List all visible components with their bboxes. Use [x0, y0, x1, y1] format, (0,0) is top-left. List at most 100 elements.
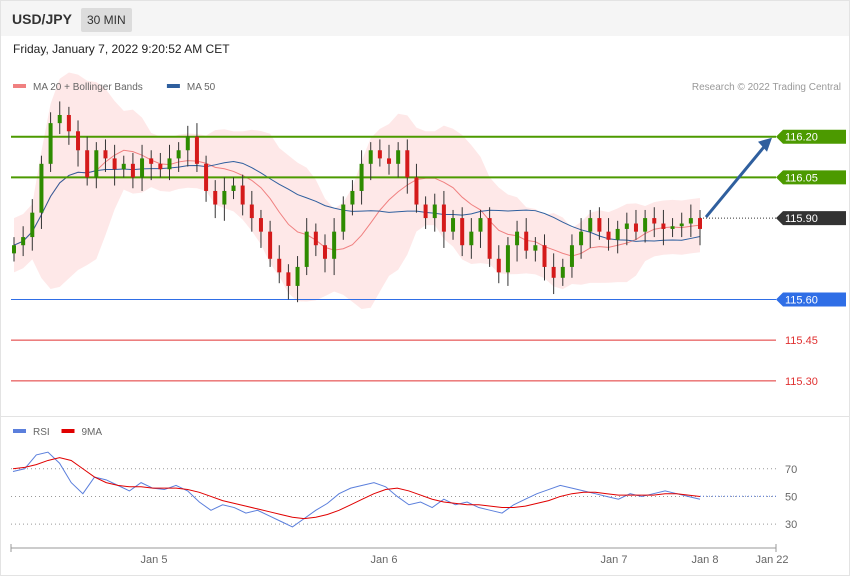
candle	[231, 177, 236, 200]
candle-body	[377, 150, 382, 159]
level-label: 115.30	[785, 376, 818, 388]
candle-body	[652, 218, 657, 224]
candle	[249, 190, 254, 232]
timeframe-button[interactable]: 30 MIN	[81, 8, 132, 32]
candle	[579, 218, 584, 259]
candle-body	[551, 266, 556, 278]
candle	[643, 209, 648, 243]
candle	[551, 253, 556, 295]
chart-header: USD/JPY 30 MIN	[1, 1, 849, 36]
level-label: 115.60	[785, 294, 818, 306]
candle-body	[258, 218, 263, 232]
candle	[158, 152, 163, 178]
candle	[405, 139, 410, 194]
candle-body	[140, 158, 145, 178]
candle-body	[679, 223, 684, 227]
candle-body	[496, 258, 501, 273]
level-tag	[776, 129, 846, 144]
candle	[85, 136, 90, 186]
candle	[533, 237, 538, 262]
x-tick-label: Jan 6	[371, 554, 398, 566]
candle-body	[21, 237, 26, 246]
candle-body	[368, 150, 373, 164]
candle-body	[130, 163, 135, 178]
candle	[451, 209, 456, 240]
candle	[222, 177, 227, 221]
candle-body	[167, 158, 172, 170]
x-axis: Jan 5 Jan 6 Jan 7 Jan 8 Jan 22	[10, 544, 789, 566]
candle	[432, 193, 437, 232]
candle-body	[569, 245, 574, 267]
candle	[350, 180, 355, 216]
candle	[515, 220, 520, 262]
candle-body	[204, 163, 209, 191]
ma20-line	[13, 149, 701, 257]
candle	[112, 144, 117, 186]
candle	[505, 237, 510, 286]
legend-swatch	[13, 429, 26, 433]
candle	[140, 144, 145, 191]
panel-separator	[1, 416, 849, 417]
candle	[286, 264, 291, 300]
candle-body	[533, 245, 538, 251]
candle	[39, 155, 44, 229]
candle	[213, 180, 218, 219]
candle-body	[57, 114, 62, 124]
candle-body	[286, 272, 291, 286]
candle-body	[94, 150, 99, 178]
candle-body	[103, 150, 108, 159]
price-legend: MA 20 + Bollinger Bands MA 50	[13, 82, 216, 93]
rsi-ma-line	[12, 457, 701, 520]
candle-body	[643, 218, 648, 232]
rsi-tick-label: 50	[785, 491, 797, 503]
candle	[167, 144, 172, 181]
candle	[661, 209, 666, 246]
candle	[460, 207, 465, 257]
candle	[387, 144, 392, 175]
candle-body	[231, 185, 236, 191]
candle	[377, 139, 382, 167]
candle-body	[505, 245, 510, 273]
candle-body	[615, 228, 620, 240]
candle	[48, 112, 53, 172]
current-price-label: 115.90	[785, 213, 818, 225]
rsi-tick-label: 30	[785, 519, 797, 531]
candle	[496, 245, 501, 284]
candle	[30, 199, 35, 251]
candle-body	[194, 136, 199, 164]
candle	[679, 212, 684, 238]
candle-body	[688, 218, 693, 224]
datetime-label: Friday, January 7, 2022 9:20:52 AM CET	[13, 42, 230, 56]
ma50-line	[13, 160, 701, 246]
candle-body	[432, 204, 437, 219]
candle	[597, 207, 602, 240]
candle-body	[515, 231, 520, 246]
candle	[332, 218, 337, 276]
legend-swatch	[13, 84, 26, 88]
candle	[359, 150, 364, 205]
rsi-tick-label: 70	[785, 464, 797, 476]
candle	[469, 218, 474, 259]
candle-body	[560, 266, 565, 278]
candle-body	[606, 231, 611, 240]
candle	[414, 163, 419, 213]
candle-body	[121, 163, 126, 170]
candle	[698, 209, 702, 246]
x-tick-label: Jan 7	[601, 554, 628, 566]
candle-body	[414, 177, 419, 205]
candle-body	[76, 131, 81, 151]
candle	[633, 209, 638, 240]
moving-averages	[13, 149, 701, 257]
level-tag	[776, 292, 846, 307]
candle-body	[423, 204, 428, 219]
candle-body	[295, 266, 300, 286]
candle	[423, 196, 428, 229]
candle	[268, 220, 273, 267]
forecast-arrow	[704, 137, 772, 219]
bollinger-band-area	[14, 72, 700, 310]
candle-body	[304, 231, 309, 267]
candle	[396, 142, 401, 178]
candle	[295, 256, 300, 303]
candle	[615, 220, 620, 254]
